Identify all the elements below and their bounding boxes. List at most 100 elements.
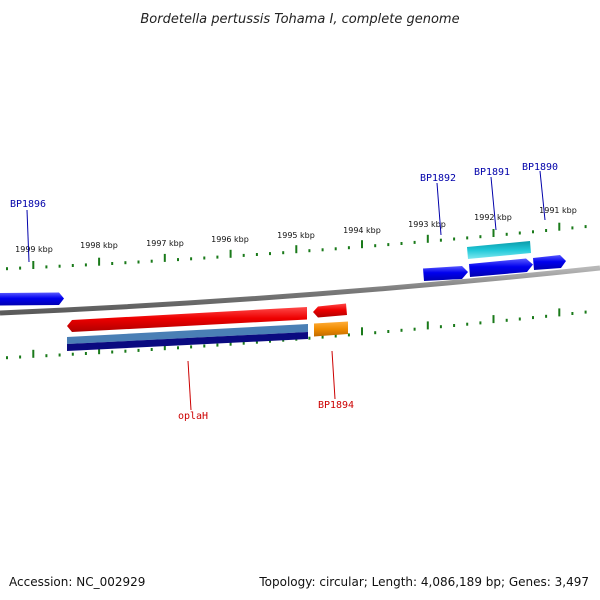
gene-label-bp1896[interactable]: BP1896 [10, 199, 46, 210]
outer-minor-tick [334, 247, 337, 251]
gene-label-bp1890[interactable]: BP1890 [522, 162, 558, 173]
inner-minor-tick [58, 353, 61, 357]
inner-minor-tick [177, 346, 179, 350]
cds-feature-bp1891[interactable] [467, 241, 531, 259]
outer-minor-tick [216, 255, 219, 259]
outer-minor-tick [203, 256, 206, 260]
leader-bp1896 [26, 209, 30, 263]
inner-minor-tick [19, 355, 22, 359]
outer-minor-tick [150, 259, 153, 263]
outer-minor-tick [466, 236, 469, 240]
outer-minor-tick [242, 253, 245, 257]
outer-major-tick [492, 229, 495, 237]
accession-text: Accession: NC_002929 [9, 575, 145, 589]
outer-minor-tick [453, 237, 456, 241]
inner-minor-tick [584, 310, 587, 314]
leader-bp1891 [490, 176, 497, 231]
inner-major-tick [558, 308, 561, 317]
inner-tick-row [6, 308, 587, 360]
outer-minor-tick [19, 266, 22, 270]
outer-major-tick [295, 245, 298, 254]
outer-minor-tick [71, 264, 74, 267]
outer-major-tick [98, 257, 101, 266]
gene-arrow-bp1890[interactable] [533, 255, 566, 270]
scale-label-1996: 1996 kbp [211, 235, 249, 244]
cds-feature-oplah-dark[interactable] [67, 332, 308, 351]
genome-backbone [0, 265, 600, 316]
inner-minor-tick [374, 331, 377, 335]
inner-minor-tick [453, 324, 456, 327]
outer-tick-row [6, 222, 587, 271]
inner-minor-tick [71, 352, 74, 356]
inner-major-tick [98, 346, 101, 355]
outer-minor-tick [84, 263, 87, 267]
scale-label-1992: 1992 kbp [474, 213, 512, 222]
outer-minor-tick [571, 226, 574, 230]
outer-major-tick [229, 249, 232, 258]
inner-minor-tick [137, 348, 140, 352]
scale-label-1998: 1998 kbp [80, 241, 118, 250]
inner-minor-tick [308, 336, 311, 340]
outer-minor-tick [282, 251, 285, 255]
inner-minor-tick [321, 335, 324, 339]
outer-minor-tick [58, 264, 61, 268]
inner-minor-tick [150, 348, 153, 351]
outer-minor-tick [387, 243, 390, 247]
genome-summary-text: Topology: circular; Length: 4,086,189 bp… [258, 575, 589, 589]
gene-arrow-oplah[interactable] [67, 307, 307, 332]
cds-feature-oplah-light[interactable] [67, 324, 308, 344]
outer-major-tick [163, 253, 166, 262]
inner-minor-tick [532, 316, 534, 320]
outer-minor-tick [308, 249, 311, 253]
inner-minor-tick [439, 325, 442, 329]
inner-major-tick [361, 327, 363, 336]
inner-minor-tick [6, 356, 8, 360]
scale-label-1993: 1993 kbp [408, 220, 446, 229]
outer-minor-tick [111, 262, 114, 265]
scale-labels: 1999 kbp 1998 kbp 1997 kbp 1996 kbp 1995… [15, 206, 577, 254]
inner-minor-tick [479, 321, 482, 325]
outer-minor-tick [584, 225, 587, 229]
outer-minor-tick [347, 246, 350, 250]
inner-minor-tick [400, 328, 403, 332]
outer-major-tick [558, 222, 561, 231]
outer-major-tick [426, 234, 429, 243]
outer-minor-tick [45, 265, 48, 269]
leader-bp1890 [539, 170, 546, 221]
leader-oplah [187, 360, 192, 411]
gene-label-oplah[interactable]: oplaH [178, 411, 208, 422]
gene-arrow-bp1893[interactable] [423, 266, 468, 281]
inner-minor-tick [242, 341, 245, 345]
outer-minor-tick [518, 231, 521, 235]
inner-minor-tick [203, 344, 206, 348]
outer-minor-tick [532, 230, 534, 234]
outer-minor-tick [255, 253, 258, 256]
inner-major-tick [492, 315, 495, 324]
scale-label-1997: 1997 kbp [146, 239, 184, 248]
outer-minor-tick [6, 267, 8, 271]
inner-minor-tick [571, 312, 574, 315]
outer-minor-tick [124, 261, 127, 265]
outer-minor-tick [479, 235, 482, 239]
leader-bp1892 [436, 182, 442, 236]
outer-minor-tick [545, 229, 548, 232]
inner-minor-tick [190, 345, 193, 349]
gene-arrow-bp1891[interactable] [469, 258, 533, 278]
inner-major-tick [32, 349, 35, 358]
gene-arrow-bp1894[interactable] [313, 303, 347, 318]
inner-minor-tick [45, 354, 48, 358]
inner-minor-tick [255, 340, 258, 344]
inner-minor-tick [413, 327, 416, 331]
inner-minor-tick [84, 352, 87, 355]
outer-minor-tick [190, 257, 193, 261]
scale-label-1995: 1995 kbp [277, 231, 315, 240]
gene-label-bp1894[interactable]: BP1894 [318, 400, 354, 411]
outer-major-tick [32, 261, 35, 269]
gene-label-bp1891[interactable]: BP1891 [474, 167, 510, 178]
inner-minor-tick [545, 314, 548, 318]
scale-label-1999: 1999 kbp [15, 245, 53, 254]
gene-arrow-bp1896[interactable] [0, 292, 64, 306]
cds-feature-bp1894[interactable] [314, 321, 348, 337]
gene-label-bp1892[interactable]: BP1892 [420, 173, 456, 184]
outer-minor-tick [321, 248, 324, 252]
